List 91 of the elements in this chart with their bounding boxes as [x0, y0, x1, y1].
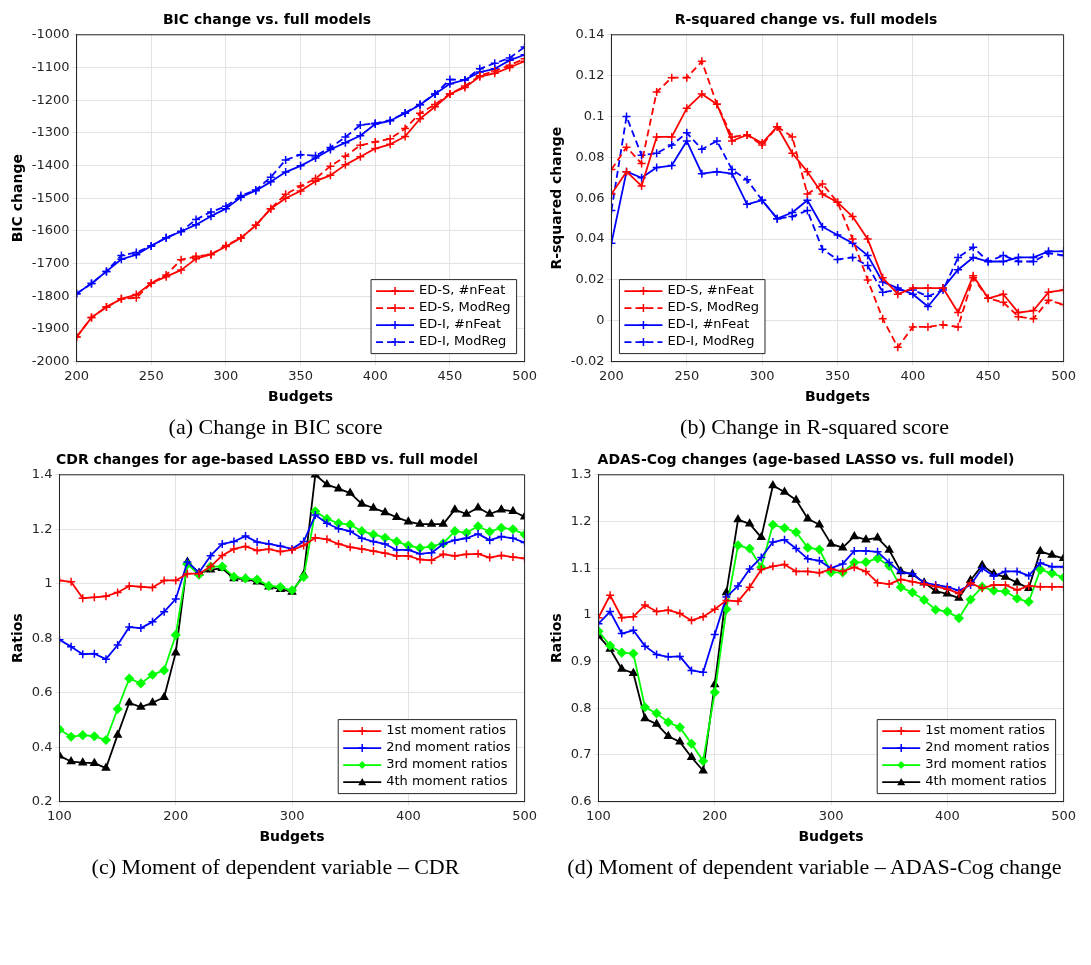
- y-axis-title: R-squared change: [548, 126, 565, 270]
- x-tick-label: 300: [213, 367, 239, 383]
- x-tick-label: 400: [362, 367, 388, 383]
- chart-title: R-squared change vs. full models: [674, 11, 938, 28]
- x-tick-label: 200: [163, 808, 189, 824]
- x-tick-label: 300: [818, 808, 844, 824]
- legend-label: 3rd moment ratios: [925, 756, 1047, 772]
- y-tick-label: 0.9: [570, 653, 592, 669]
- text: (d) Moment of dependent variable – ADAS-Cog change: [566, 854, 1063, 881]
- legend-label: 1st moment ratios: [386, 722, 507, 738]
- y-tick-label: 0.08: [575, 148, 605, 164]
- x-tick-label: 400: [900, 367, 926, 383]
- y-tick-label: 0.6: [570, 793, 592, 809]
- x-tick-label: 500: [512, 367, 538, 383]
- y-tick-label: -1600: [31, 222, 70, 238]
- x-tick-label: 500: [512, 808, 538, 824]
- y-tick-label: 0.4: [31, 738, 53, 754]
- x-tick-label: 100: [47, 808, 72, 824]
- y-tick-label: -1900: [31, 320, 70, 336]
- x-tick-label: 200: [702, 808, 728, 824]
- y-tick-label: 1.1: [570, 559, 592, 575]
- legend-label: 4th moment ratios: [925, 773, 1047, 789]
- y-tick-label: 0.12: [575, 67, 605, 83]
- x-tick-label: 400: [934, 808, 960, 824]
- y-tick-label: -0.02: [570, 352, 605, 368]
- y-tick-label: 1.3: [570, 466, 592, 482]
- y-tick-label: 0.7: [570, 746, 592, 762]
- text: (b) Change in R-squared score: [679, 414, 950, 441]
- x-tick-label: 450: [975, 367, 1001, 383]
- legend-label: 1st moment ratios: [925, 722, 1046, 738]
- y-axis-title: Ratios: [9, 613, 26, 664]
- legend-label: ED-S, #nFeat: [419, 282, 506, 298]
- y-tick-label: -1500: [31, 189, 70, 205]
- y-tick-label: 0.14: [575, 26, 605, 42]
- legend-label: 2nd moment ratios: [386, 739, 511, 755]
- x-tick-label: 500: [1051, 808, 1077, 824]
- y-tick-label: 0.2: [31, 793, 53, 809]
- y-tick-label: -1200: [31, 91, 70, 107]
- x-tick-label: 300: [749, 367, 775, 383]
- x-tick-label: 200: [599, 367, 624, 383]
- x-tick-label: 200: [64, 367, 89, 383]
- legend-label: 3rd moment ratios: [386, 756, 508, 772]
- y-tick-label: -1000: [31, 26, 70, 42]
- y-tick-label: 0.8: [570, 699, 592, 715]
- legend-label: ED-I, ModReg: [419, 333, 507, 349]
- y-tick-label: 0.06: [575, 189, 605, 205]
- y-tick-label: -1800: [31, 287, 70, 303]
- x-axis-title: Budgets: [798, 828, 864, 845]
- y-axis-title: BIC change: [9, 154, 26, 243]
- y-tick-label: -2000: [31, 352, 70, 368]
- y-tick-label: 0.8: [31, 629, 53, 645]
- y-axis-title: Ratios: [548, 613, 565, 664]
- x-tick-label: 350: [825, 367, 850, 383]
- y-tick-label: -1100: [31, 58, 70, 74]
- legend-label: ED-I, #nFeat: [419, 316, 502, 332]
- x-tick-label: 100: [586, 808, 611, 824]
- x-axis-title: Budgets: [259, 828, 325, 845]
- y-tick-label: 1.2: [31, 521, 53, 537]
- x-axis-title: Budgets: [267, 388, 334, 405]
- y-tick-label: -1700: [31, 254, 70, 270]
- chart-title: ADAS-Cog changes (age-based LASSO vs. full model): [597, 451, 1015, 468]
- x-tick-label: 250: [138, 367, 164, 383]
- y-tick-label: 1: [44, 575, 53, 591]
- text: (a) Change in BIC score: [167, 414, 384, 441]
- x-axis-title: Budgets: [804, 388, 871, 405]
- y-tick-label: 0.1: [583, 107, 605, 123]
- legend-label: ED-S, ModReg: [419, 299, 511, 315]
- legend-label: ED-S, #nFeat: [667, 282, 754, 298]
- y-tick-label: -1300: [31, 124, 70, 140]
- legend-label: ED-S, ModReg: [667, 299, 759, 315]
- y-tick-label: 0.04: [575, 230, 605, 246]
- y-tick-label: -1400: [31, 156, 70, 172]
- y-tick-label: 1.4: [31, 466, 53, 482]
- x-tick-label: 400: [395, 808, 421, 824]
- x-tick-label: 250: [674, 367, 700, 383]
- legend-label: 2nd moment ratios: [925, 739, 1050, 755]
- text: (c) Moment of dependent variable – CDR: [90, 854, 461, 881]
- y-tick-label: 0.02: [575, 271, 605, 287]
- y-tick-label: 0: [596, 312, 605, 328]
- x-tick-label: 500: [1051, 367, 1077, 383]
- chart-title: CDR changes for age-based LASSO EBD vs. full model: [56, 451, 478, 468]
- chart-title: BIC change vs. full models: [162, 11, 372, 28]
- legend-label: ED-I, #nFeat: [667, 316, 750, 332]
- y-tick-label: 1: [583, 606, 592, 622]
- x-tick-label: 300: [279, 808, 305, 824]
- legend-label: 4th moment ratios: [386, 773, 508, 789]
- y-tick-label: 0.6: [31, 684, 53, 700]
- y-tick-label: 1.2: [570, 513, 592, 529]
- legend-label: ED-I, ModReg: [667, 333, 755, 349]
- x-tick-label: 350: [288, 367, 313, 383]
- x-tick-label: 450: [437, 367, 463, 383]
